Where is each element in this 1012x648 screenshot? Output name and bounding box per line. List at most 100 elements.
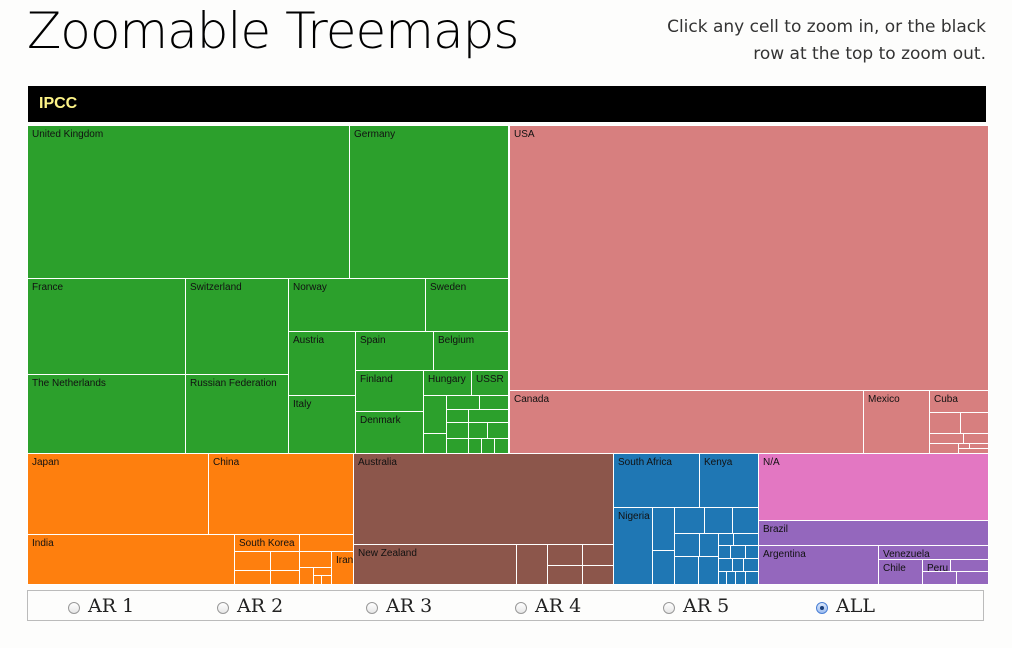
treemap-cell[interactable] [582, 544, 614, 566]
treemap-cell[interactable] [481, 438, 495, 454]
ar4-radio[interactable] [515, 601, 527, 614]
treemap-cell-hungary[interactable]: Hungary [423, 370, 472, 396]
all-option[interactable]: ALL [816, 594, 875, 618]
treemap-cell[interactable] [652, 507, 675, 551]
treemap-cell[interactable] [674, 533, 700, 557]
treemap-cell[interactable] [674, 507, 705, 534]
treemap-cell[interactable] [468, 409, 509, 423]
treemap-cell[interactable] [321, 575, 332, 585]
zoom-out-bar[interactable]: IPCC [28, 86, 986, 122]
treemap-cell-denmark[interactable]: Denmark [355, 411, 424, 454]
treemap-cell-france[interactable]: France [27, 278, 186, 375]
treemap-cell[interactable] [299, 567, 314, 585]
treemap-cell[interactable] [468, 422, 488, 439]
treemap-cell[interactable] [299, 551, 332, 568]
treemap-cell[interactable] [960, 412, 989, 434]
all-radio[interactable] [816, 601, 828, 614]
treemap-cell[interactable] [956, 571, 989, 585]
treemap-cell-new-zealand[interactable]: New Zealand [353, 544, 517, 585]
treemap-cell[interactable] [652, 550, 675, 585]
treemap-cell-brazil[interactable]: Brazil [758, 520, 989, 546]
treemap-cell-russian-federation[interactable]: Russian Federation [185, 374, 289, 454]
treemap-cell[interactable] [423, 433, 447, 454]
treemap-cell[interactable] [674, 556, 699, 585]
treemap-cell-south-korea[interactable]: South Korea [234, 534, 300, 552]
ar2-radio[interactable] [217, 601, 229, 614]
treemap-cell[interactable] [270, 551, 300, 571]
treemap-cell-venezuela[interactable]: Venezuela [878, 545, 989, 560]
treemap-cell-argentina[interactable]: Argentina [758, 545, 879, 585]
treemap-cell[interactable] [468, 438, 482, 454]
treemap-cell[interactable] [745, 571, 759, 585]
treemap-cell[interactable] [699, 533, 719, 557]
ar3-radio[interactable] [366, 601, 378, 614]
treemap-cell[interactable] [745, 545, 759, 559]
treemap-cell[interactable] [494, 438, 509, 454]
treemap-cell[interactable] [446, 422, 469, 439]
treemap-cell[interactable] [446, 395, 480, 410]
treemap-cell-label: Sweden [430, 282, 467, 293]
treemap-cell[interactable] [547, 565, 583, 585]
treemap-cell[interactable] [234, 570, 271, 585]
treemap-cell-iran[interactable]: Iran [331, 551, 354, 585]
treemap-cell[interactable] [698, 556, 719, 585]
ar2-option[interactable]: AR 2 [217, 594, 283, 618]
treemap-cell-mexico[interactable]: Mexico [863, 390, 930, 454]
treemap-cell[interactable] [547, 544, 583, 566]
instructions-text: Click any cell to zoom in, or the black … [667, 17, 986, 64]
ar3-option[interactable]: AR 3 [366, 594, 432, 618]
treemap-cell[interactable] [479, 395, 509, 410]
treemap-cell[interactable] [270, 570, 300, 585]
treemap-cell-cuba[interactable]: Cuba [929, 390, 989, 413]
treemap-cell[interactable] [446, 409, 469, 423]
treemap-cell-na[interactable]: N/A [758, 453, 989, 521]
treemap-cell-kenya[interactable]: Kenya [699, 453, 759, 508]
assessment-selector: AR 1 AR 2 AR 3 AR 4 AR 5 ALL [27, 590, 984, 621]
treemap-cell-germany[interactable]: Germany [349, 125, 509, 279]
treemap-cell-austria[interactable]: Austria [288, 331, 356, 396]
treemap-cell-label: Brazil [763, 524, 789, 535]
treemap-cell-switzerland[interactable]: Switzerland [185, 278, 289, 375]
treemap-cell[interactable] [718, 558, 733, 572]
treemap-cell-italy[interactable]: Italy [288, 395, 356, 454]
treemap-cell[interactable] [423, 395, 447, 434]
treemap-cell-label: Denmark [360, 415, 401, 426]
treemap-cell-sweden[interactable]: Sweden [425, 278, 509, 332]
treemap-cell[interactable] [929, 412, 961, 434]
treemap-cell-ussr[interactable]: USSR [471, 370, 509, 396]
ar5-radio[interactable] [663, 601, 675, 614]
treemap-cell-japan[interactable]: Japan [27, 453, 209, 535]
treemap-cell-norway[interactable]: Norway [288, 278, 426, 332]
treemap-cell-china[interactable]: China [208, 453, 354, 535]
treemap-cell[interactable] [922, 571, 957, 585]
treemap-cell[interactable] [516, 544, 548, 585]
treemap-cell-belgium[interactable]: Belgium [433, 331, 509, 371]
treemap-cell[interactable] [487, 422, 509, 439]
treemap-cell-spain[interactable]: Spain [355, 331, 434, 371]
ar1-radio[interactable] [68, 601, 80, 614]
treemap-cell-label: Australia [358, 457, 397, 468]
treemap-cell[interactable] [730, 545, 746, 559]
treemap-cell[interactable] [299, 534, 354, 552]
treemap-cell[interactable] [582, 565, 614, 585]
ar1-option[interactable]: AR 1 [68, 594, 134, 618]
treemap-cell-the-netherlands[interactable]: The Netherlands [27, 374, 186, 454]
treemap-cell-south-africa[interactable]: South Africa [613, 453, 700, 508]
treemap-cell[interactable] [743, 558, 759, 572]
treemap-cell-india[interactable]: India [27, 534, 235, 585]
treemap-cell-label: The Netherlands [32, 378, 106, 389]
ar4-option[interactable]: AR 4 [515, 594, 581, 618]
treemap-cell-australia[interactable]: Australia [353, 453, 614, 545]
treemap-cell-usa[interactable]: USA [509, 125, 989, 391]
treemap-cell-nigeria[interactable]: Nigeria [613, 507, 653, 585]
treemap-cell-finland[interactable]: Finland [355, 370, 424, 412]
treemap-cell[interactable] [446, 438, 469, 454]
treemap-cell[interactable] [732, 507, 759, 534]
treemap-cell[interactable] [234, 551, 271, 571]
ar3-label: AR 3 [386, 595, 433, 617]
ar5-option[interactable]: AR 5 [663, 594, 729, 618]
treemap-cell[interactable] [704, 507, 733, 534]
treemap-cell-canada[interactable]: Canada [509, 390, 864, 454]
treemap-cell-united-kingdom[interactable]: United Kingdom [27, 125, 350, 279]
treemap-cell-chile[interactable]: Chile [878, 559, 923, 585]
